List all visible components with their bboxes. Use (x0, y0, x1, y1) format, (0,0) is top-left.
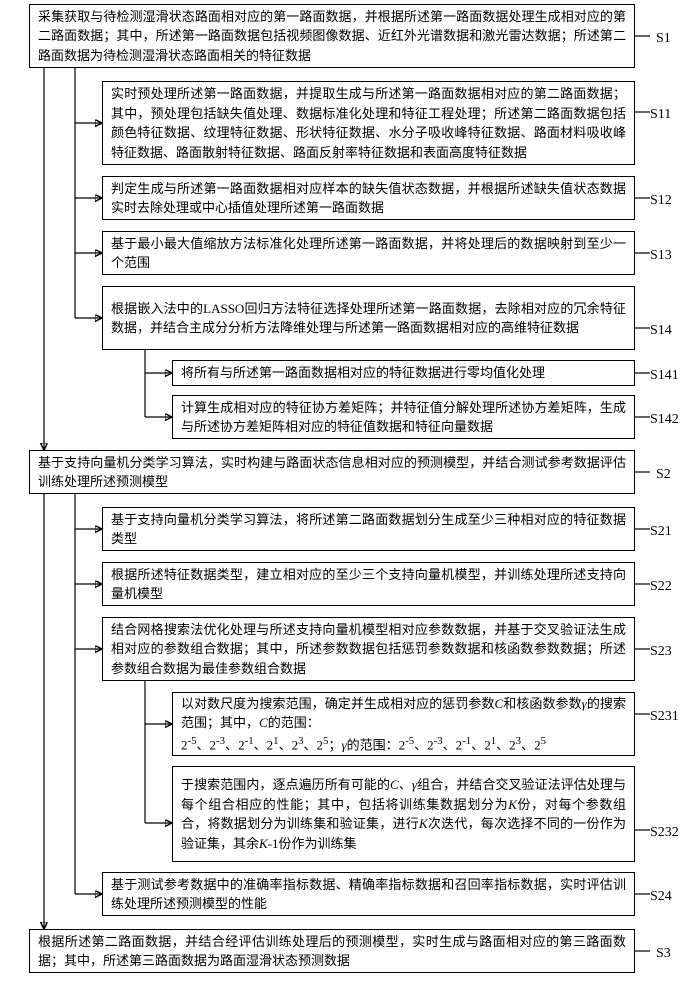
node-text: 结合网格搜索法优化处理与所述支持向量机模型相对应参数数据，并基于交叉验证法生成相… (111, 620, 626, 679)
label-s24: S24 (650, 886, 672, 907)
node-s23: 结合网格搜索法优化处理与所述支持向量机模型相对应参数数据，并基于交叉验证法生成相… (102, 617, 635, 681)
label-s22: S22 (650, 576, 672, 597)
label-s2: S2 (656, 464, 671, 485)
node-text: 于搜索范围内，逐点遍历所有可能的C、γ组合，并结合交叉验证法评估处理与每个组合相… (181, 775, 626, 853)
node-s142: 计算生成相对应的特征协方差矩阵；并特征值分解处理所述协方差矩阵，生成与所述协方差… (172, 395, 635, 439)
label-s142: S142 (650, 409, 679, 430)
node-s1: 采集获取与待检测湿滑状态路面相对应的第一路面数据，并根据所述第一路面数据处理生成… (29, 4, 635, 68)
node-text: 根据所述特征数据类型，建立相对应的至少三个支持向量机模型，并训练处理所述支持向量… (111, 565, 626, 604)
node-s231: 以对数尺度为搜索范围，确定并生成相对应的惩罚参数C和核函数参数γ的搜索范围；其中… (172, 692, 635, 756)
node-text: 根据所述第二路面数据，并结合经评估训练处理后的预测模型，实时生成与路面相对应的第… (38, 932, 626, 971)
node-s11: 实时预处理所述第一路面数据，并提取生成与所述第一路面数据相对应的第二路面数据；其… (102, 81, 635, 165)
label-s232: S232 (650, 822, 679, 843)
label-s231: S231 (650, 706, 679, 727)
node-s13: 基于最小最大值缩放方法标准化处理所述第一路面数据，并将处理后的数据映射到至少一个… (102, 231, 635, 275)
node-s22: 根据所述特征数据类型，建立相对应的至少三个支持向量机模型，并训练处理所述支持向量… (102, 562, 635, 606)
node-text: 判定生成与所述第一路面数据相对应样本的缺失值状态数据，并根据所述缺失值状态数据实… (111, 179, 626, 218)
node-s232: 于搜索范围内，逐点遍历所有可能的C、γ组合，并结合交叉验证法评估处理与每个组合相… (172, 766, 635, 862)
label-s12: S12 (650, 190, 672, 211)
node-s24: 基于测试参考数据中的准确率指标数据、精确率指标数据和召回率指标数据，实时评估训练… (102, 872, 635, 916)
node-text: 采集获取与待检测湿滑状态路面相对应的第一路面数据，并根据所述第一路面数据处理生成… (38, 7, 626, 66)
label-s11: S11 (650, 104, 671, 125)
node-s14: 根据嵌入法中的LASSO回归方法特征选择处理所述第一路面数据，去除相对应的冗余特… (102, 286, 635, 350)
node-text: 基于支持向量机分类学习算法，实时构建与路面状态信息相对应的预测模型，并结合测试参… (38, 453, 626, 492)
node-text: 基于最小最大值缩放方法标准化处理所述第一路面数据，并将处理后的数据映射到至少一个… (111, 234, 626, 273)
node-s21: 基于支持向量机分类学习算法，将所述第二路面数据划分生成至少三种相对应的特征数据类… (102, 507, 635, 551)
node-text: 以对数尺度为搜索范围，确定并生成相对应的惩罚参数C和核函数参数γ的搜索范围；其中… (181, 694, 626, 755)
node-text: 计算生成相对应的特征协方差矩阵；并特征值分解处理所述协方差矩阵，生成与所述协方差… (181, 398, 626, 437)
label-s3: S3 (656, 943, 671, 964)
node-s12: 判定生成与所述第一路面数据相对应样本的缺失值状态数据，并根据所述缺失值状态数据实… (102, 176, 635, 220)
label-s1: S1 (656, 28, 671, 49)
label-s23: S23 (650, 641, 672, 662)
node-s2: 基于支持向量机分类学习算法，实时构建与路面状态信息相对应的预测模型，并结合测试参… (29, 450, 635, 494)
label-s141: S141 (650, 365, 679, 386)
flowchart-canvas: 采集获取与待检测湿滑状态路面相对应的第一路面数据，并根据所述第一路面数据处理生成… (0, 0, 699, 1000)
node-s141: 将所有与所述第一路面数据相对应的特征数据进行零均值化处理 (172, 360, 635, 386)
node-text: 基于支持向量机分类学习算法，将所述第二路面数据划分生成至少三种相对应的特征数据类… (111, 510, 626, 549)
node-text: 将所有与所述第一路面数据相对应的特征数据进行零均值化处理 (181, 363, 545, 383)
node-text: 实时预处理所述第一路面数据，并提取生成与所述第一路面数据相对应的第二路面数据；其… (111, 84, 626, 162)
node-text: 基于测试参考数据中的准确率指标数据、精确率指标数据和召回率指标数据，实时评估训练… (111, 875, 626, 914)
label-s13: S13 (650, 245, 672, 266)
label-s21: S21 (650, 521, 672, 542)
node-s3: 根据所述第二路面数据，并结合经评估训练处理后的预测模型，实时生成与路面相对应的第… (29, 929, 635, 973)
node-text: 根据嵌入法中的LASSO回归方法特征选择处理所述第一路面数据，去除相对应的冗余特… (111, 299, 626, 338)
label-s14: S14 (650, 320, 672, 341)
